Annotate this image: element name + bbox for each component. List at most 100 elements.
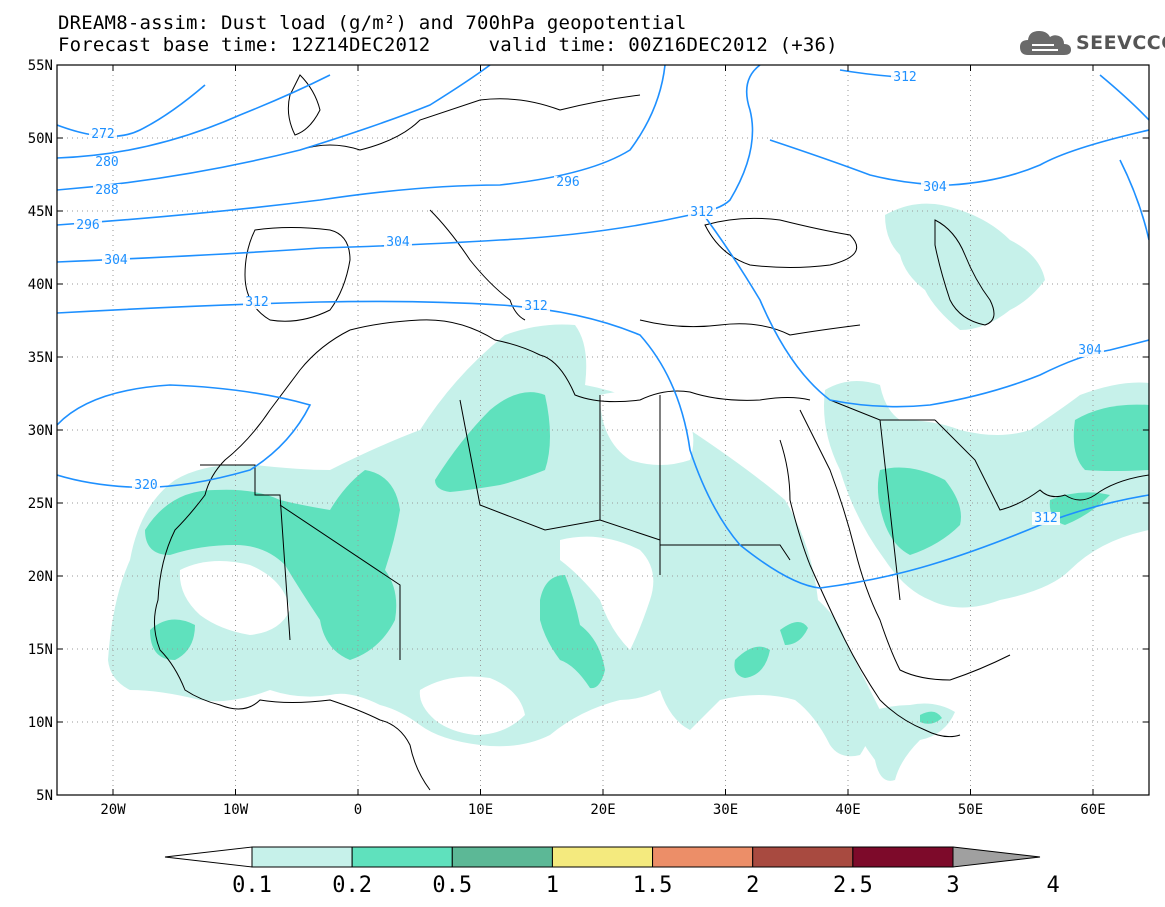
dust-mid-sudan [734,646,770,678]
contour-label-bg [74,219,102,232]
cloud-icon [1020,31,1071,55]
contour-label: 272 [91,127,114,142]
contour-label: 304 [386,235,410,250]
coast-africa-west [154,329,431,791]
colorbar-box [451,846,553,868]
coast-red-sea-east [799,409,1011,681]
border-arabia [829,399,935,601]
colorbar-labels: 0.1 0.2 0.5 1 1.5 2 2.5 3 4 [232,873,1060,898]
border-sahara-3 [459,399,661,575]
lat-lon-grid [57,65,1149,795]
clear-area-chad [560,536,654,650]
forecast-time-subtitle: Forecast base time: 12Z14DEC2012 valid t… [58,34,838,56]
colorbar-box [251,846,353,868]
contour-280 [57,74,331,159]
contour-label: 304 [104,253,128,268]
clear-area-mauritania [179,561,290,635]
colorbar-box [652,846,754,868]
lon-label: 10W [223,802,249,818]
lon-label: 40E [835,802,860,818]
lat-label: 15N [28,642,53,658]
colorbar-label: 2 [746,873,759,898]
contour-label-bg [522,300,550,313]
colorbar-box [752,846,854,868]
contour-label-bg [89,128,117,141]
coast-red-sea-west [779,439,961,738]
lat-label: 5N [36,788,53,804]
dust-mid-oman [1049,492,1110,525]
colorbar [164,846,1041,868]
coast-iberia [244,227,351,322]
lat-label: 45N [28,204,53,220]
logo-text: SEEVCCC [1076,32,1165,54]
lat-label: 50N [28,131,53,147]
colorbar-label: 0.5 [432,873,472,898]
coast-black-sea [704,217,858,268]
colorbar-lower-triangle [164,846,253,868]
dust-field [108,203,1149,781]
contour-296 [57,65,666,226]
coast-britain [287,74,321,136]
colorbar-label: 3 [946,873,959,898]
longitude-labels: 20W 10W 0 10E 20E 30E 40E 50E 60E [100,802,1105,818]
contour-312 [57,300,1149,589]
contour-label: 288 [95,183,118,198]
map-title: DREAM8-assim: Dust load (g/m²) and 700hP… [58,12,687,34]
contour-label: 280 [95,155,118,170]
contour-label: 304 [1078,343,1102,358]
contour-label-bg [384,236,412,249]
coast-europe-north [299,94,641,151]
contour-304 [57,65,761,263]
dust-mid-ethiopia [780,621,808,645]
contour-label-bg [554,176,582,189]
coast-caspian [934,219,995,326]
contour-label-bg [132,479,160,492]
contour-labels: 272 280 288 296 304 312 320 296 304 312 312 304 312 3… [74,70,1104,526]
lat-label: 35N [28,350,53,366]
lon-label: 50E [958,802,983,818]
contour-label-bg [1032,512,1060,525]
lon-label: 30E [713,802,738,818]
lat-label: 10N [28,715,53,731]
contour-label: 312 [524,299,547,314]
border-sahara-2 [279,504,401,660]
contour-304-top [769,129,1149,186]
contour-label-bg [93,184,121,197]
contour-label-bg [1076,344,1104,357]
contour-ne [1099,74,1149,241]
contour-label: 312 [893,70,916,85]
dust-mid-senegal [150,619,195,660]
colorbar-label: 0.1 [232,873,272,898]
coast-gulf [934,419,1149,511]
lon-label: 10E [468,802,493,818]
contour-label: 296 [76,218,99,233]
clear-area-libya [600,391,694,465]
contour-label: 296 [556,175,579,190]
contour-label-bg [921,181,949,194]
latitude-labels: 55N 50N 45N 40N 35N 30N 25N 20N 15N 10N 5N [28,58,53,804]
contour-label: 312 [690,205,713,220]
border-sahara-1 [200,464,291,641]
contour-288 [57,65,491,191]
colorbar-label: 1 [546,873,559,898]
contour-label-bg [243,296,271,309]
contour-label-bg [93,156,121,169]
coast-italy [429,209,526,321]
seevccc-logo: SEEVCCC [1018,25,1165,59]
coastlines [154,74,1149,791]
axis-ticks [57,64,1149,796]
lat-label: 55N [28,58,53,74]
dust-mid-gulf [1073,404,1149,471]
lat-label: 25N [28,496,53,512]
contour-label: 320 [134,478,157,493]
coast-africa-north [349,319,811,403]
lon-label: 0 [354,802,362,818]
clear-area-nigeria [419,676,525,735]
dust-mid-chad [540,575,605,689]
lon-label: 60E [1080,802,1105,818]
border-sudan [660,544,791,561]
contour-272 [57,84,206,138]
contour-320 [57,384,312,489]
contour-label: 312 [245,295,268,310]
